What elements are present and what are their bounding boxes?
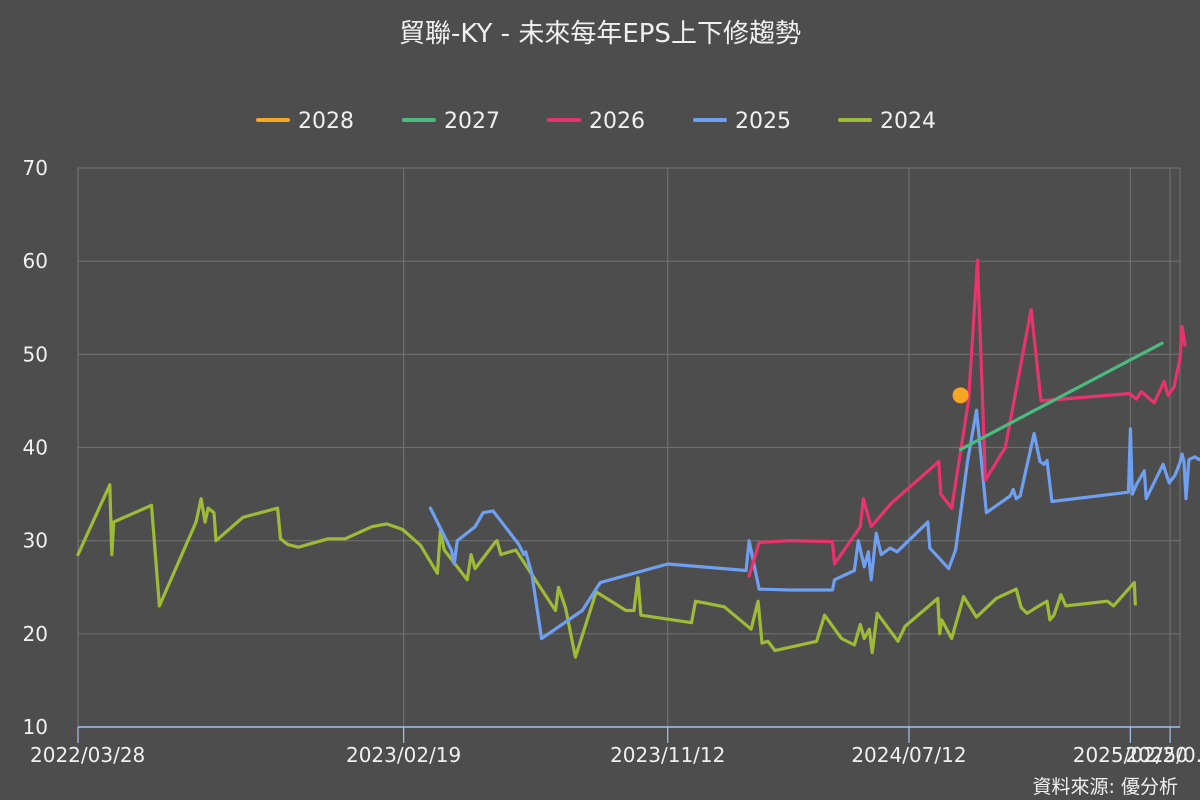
x-tick-label: 2023/11/12 <box>610 743 725 767</box>
plot-area <box>76 258 1200 659</box>
series-2025-line <box>428 408 1200 641</box>
legend-label-2024[interactable]: 2024 <box>880 109 936 134</box>
x-tick-label: 2025/0... <box>1125 743 1200 767</box>
source-note: 資料來源: 優分析 <box>1033 776 1178 798</box>
grid <box>77 167 1181 727</box>
x-tick-label: 2022/03/28 <box>30 743 145 767</box>
y-tick-label: 20 <box>23 622 48 646</box>
y-tick-label: 70 <box>23 156 48 180</box>
legend-label-2027[interactable]: 2027 <box>444 109 500 134</box>
chart-title: 貿聯-KY - 未來每年EPS上下修趨勢 <box>399 19 801 49</box>
y-tick-label: 10 <box>23 715 48 739</box>
legend: 2028 2027 2026 2025 2024 <box>256 109 936 134</box>
y-tick-label: 40 <box>23 436 48 460</box>
legend-label-2028[interactable]: 2028 <box>298 109 354 134</box>
legend-label-2025[interactable]: 2025 <box>735 109 791 134</box>
x-tick-label: 2023/02/19 <box>346 743 461 767</box>
x-tick-label: 2025/02/20 <box>1073 743 1188 767</box>
x-tick-label: 2024/07/12 <box>851 743 966 767</box>
series-2026-line <box>747 258 1187 578</box>
y-tick-label: 30 <box>23 529 48 553</box>
series-2024-line <box>76 483 1137 659</box>
y-tick-label: 60 <box>23 249 48 273</box>
series-2028-point <box>952 387 969 404</box>
y-tick-label: 50 <box>23 342 48 366</box>
axes: 10 20 30 40 50 60 70 2022/03/28 2023/02/19 2023/1… <box>23 156 1200 767</box>
legend-label-2026[interactable]: 2026 <box>589 109 645 134</box>
series-2027-line <box>959 341 1164 451</box>
